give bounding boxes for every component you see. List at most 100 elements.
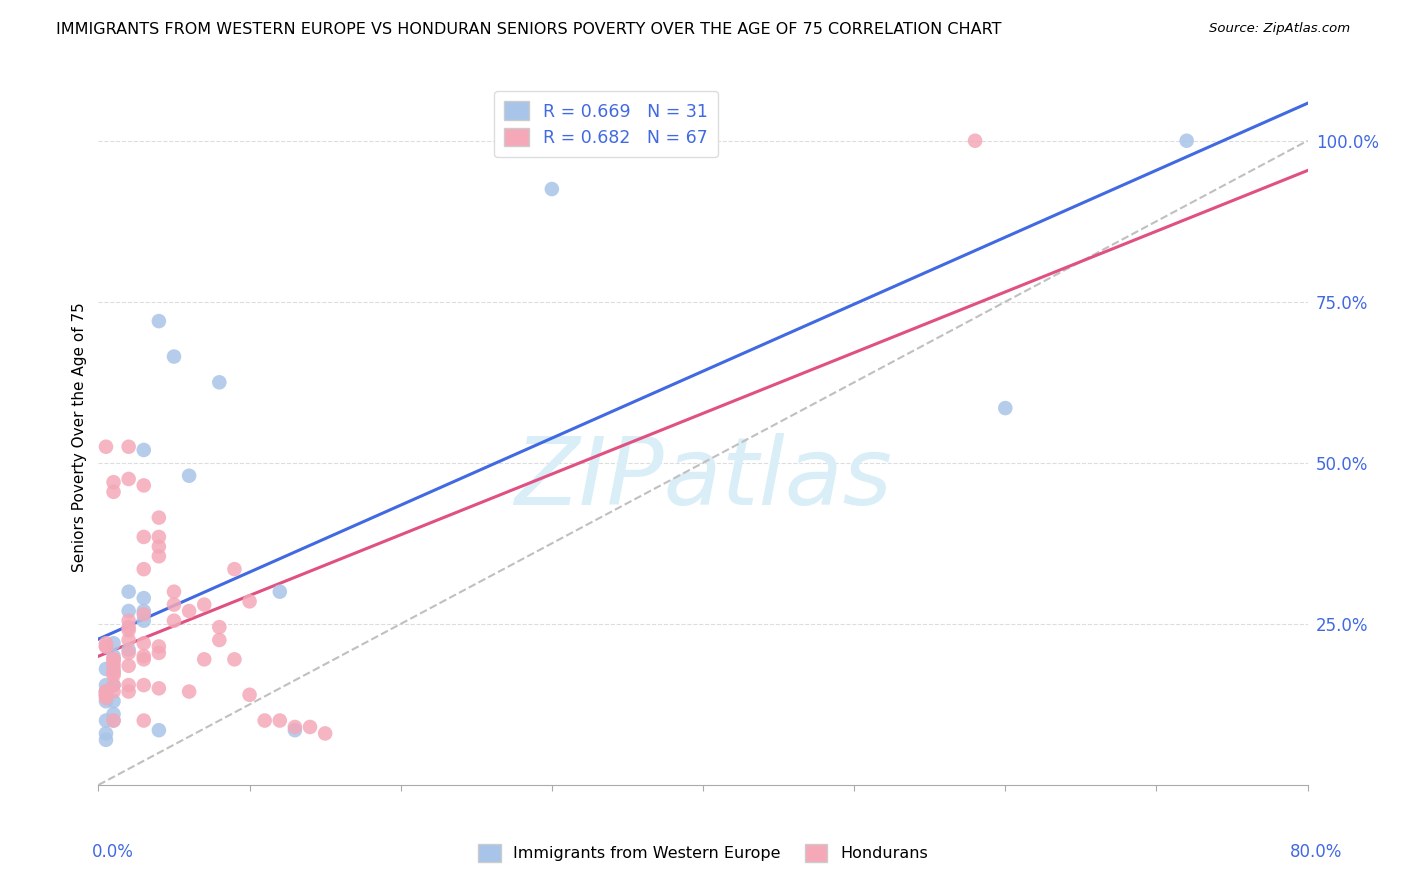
Point [208,633,231,648]
Point [118,646,141,660]
Point [193,652,215,666]
Text: IMMIGRANTS FROM WESTERN EUROPE VS HONDURAN SENIORS POVERTY OVER THE AGE OF 75 CO: IMMIGRANTS FROM WESTERN EUROPE VS HONDUR… [56,22,1001,37]
Point [179,468,201,483]
Point [94,688,117,702]
Legend: R = 0.669   N = 31, R = 0.682   N = 67: R = 0.669 N = 31, R = 0.682 N = 67 [494,91,718,157]
Point [208,376,231,390]
Point [540,182,562,196]
Point [269,714,291,728]
Point [314,726,336,740]
Point [284,720,307,734]
Point [132,607,155,622]
Point [94,688,117,702]
Point [94,678,117,692]
Point [132,614,155,628]
Point [132,591,155,606]
Point [994,401,1017,416]
Point [103,652,125,666]
Point [299,720,322,734]
Point [94,732,117,747]
Point [103,678,125,692]
Point [132,636,155,650]
Point [103,668,125,682]
Point [239,688,262,702]
Point [1175,134,1198,148]
Point [103,662,125,676]
Point [179,604,201,618]
Text: 0.0%: 0.0% [91,843,134,861]
Point [118,614,141,628]
Point [94,690,117,705]
Point [94,636,117,650]
Point [193,598,215,612]
Point [163,584,186,599]
Point [94,684,117,698]
Point [103,484,125,499]
Point [118,620,141,634]
Point [94,688,117,702]
Point [118,624,141,638]
Point [148,510,170,524]
Point [269,584,291,599]
Point [103,658,125,673]
Point [103,684,125,698]
Point [103,714,125,728]
Point [103,714,125,728]
Text: 80.0%: 80.0% [1291,843,1343,861]
Point [179,684,201,698]
Point [284,723,307,738]
Point [148,530,170,544]
Point [94,440,117,454]
Point [103,665,125,680]
Point [94,684,117,698]
Point [118,440,141,454]
Point [148,723,170,738]
Point [132,562,155,576]
Point [103,652,125,666]
Text: Source: ZipAtlas.com: Source: ZipAtlas.com [1209,22,1350,36]
Point [103,636,125,650]
Point [148,681,170,696]
Point [148,646,170,660]
Point [224,652,246,666]
Point [148,640,170,654]
Point [94,726,117,740]
Point [965,134,987,148]
Point [118,584,141,599]
Point [163,350,186,364]
Point [103,656,125,670]
Point [132,649,155,664]
Point [103,678,125,692]
Text: ZIPatlas: ZIPatlas [515,434,891,524]
Point [132,714,155,728]
Point [118,684,141,698]
Point [148,549,170,564]
Point [208,620,231,634]
Point [132,678,155,692]
Point [118,633,141,648]
Point [163,598,186,612]
Point [148,314,170,328]
Point [239,594,262,608]
Point [94,714,117,728]
Point [118,472,141,486]
Point [103,707,125,722]
Point [118,604,141,618]
Point [103,475,125,490]
Y-axis label: Seniors Poverty Over the Age of 75: Seniors Poverty Over the Age of 75 [72,302,87,572]
Point [94,662,117,676]
Point [118,658,141,673]
Point [132,478,155,492]
Point [94,640,117,654]
Point [163,614,186,628]
Point [103,665,125,680]
Point [94,640,117,654]
Point [224,562,246,576]
Point [94,694,117,708]
Legend: Immigrants from Western Europe, Hondurans: Immigrants from Western Europe, Honduran… [472,838,934,868]
Point [132,442,155,457]
Point [132,604,155,618]
Point [118,678,141,692]
Point [132,530,155,544]
Point [94,684,117,698]
